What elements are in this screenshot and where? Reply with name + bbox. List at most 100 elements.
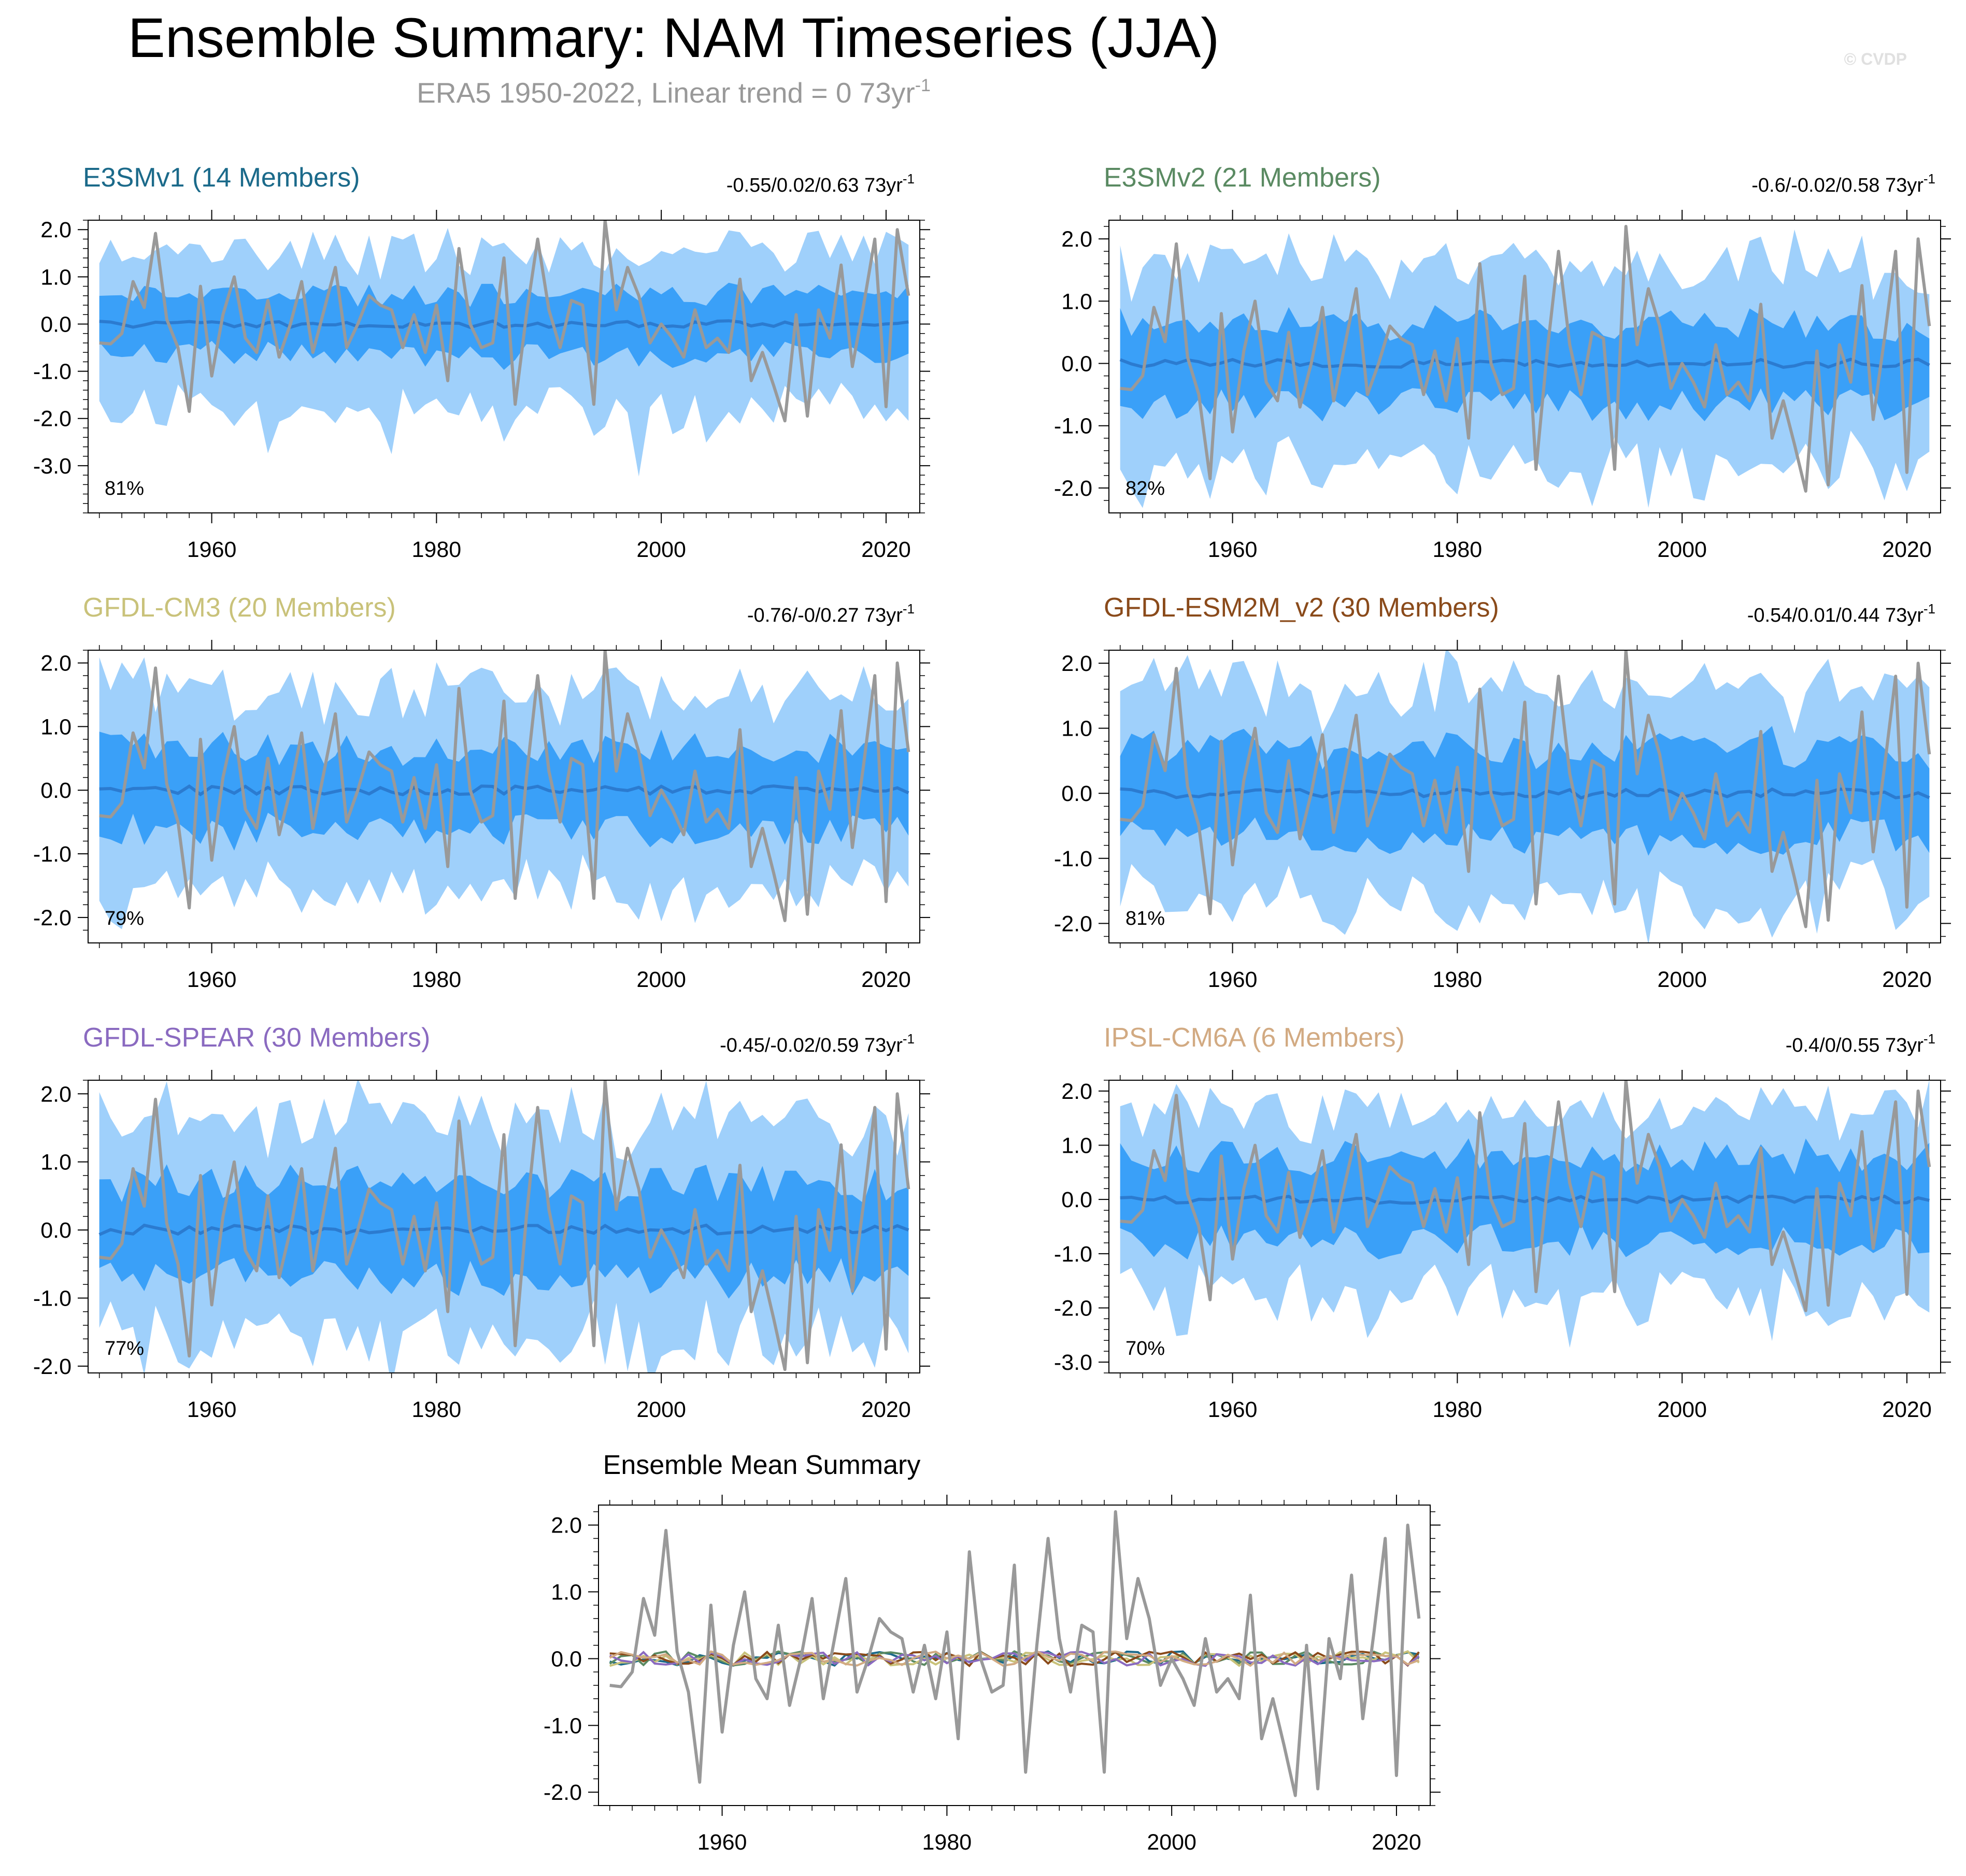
plot-area [99,650,910,929]
y-tick-label: 0.0 [1061,1187,1092,1212]
plot-area [609,1510,1421,1797]
y-tick-label: 0.0 [1061,351,1092,376]
x-tick-label: 2000 [1657,537,1707,562]
panel-title: GFDL-SPEAR (30 Members) [83,1023,430,1053]
y-tick-label: -1.0 [33,842,72,867]
y-tick-label: 0.0 [40,1218,72,1243]
ensemble-mean-series-line [609,1650,1419,1667]
x-tick-label: 1980 [412,967,462,992]
x-tick-label: 1980 [1433,967,1483,992]
panel-title: IPSL-CM6A (6 Members) [1104,1023,1405,1053]
x-tick-label: 1960 [187,967,237,992]
y-tick-label: -1.0 [1054,414,1092,439]
x-tick-label: 1960 [187,537,237,562]
observed-line [99,1080,910,1371]
x-tick-label: 1980 [412,537,462,562]
y-tick-label: 0.0 [40,778,72,803]
watermark: © CVDP [1844,50,1907,68]
y-tick-label: -1.0 [1054,847,1092,871]
y-tick-label: -1.0 [1054,1242,1092,1267]
x-tick-label: 2000 [1657,967,1707,992]
ensemble-mean-series-line [609,1651,1420,1667]
plot-area [1119,225,1931,508]
x-tick-label: 1960 [1208,1397,1258,1422]
x-tick-label: 2020 [1882,1397,1932,1422]
percent-label: 81% [1126,908,1165,929]
x-tick-label: 1980 [1433,1397,1483,1422]
y-tick-label: -1.0 [544,1713,582,1738]
y-tick-label: 2.0 [551,1513,582,1538]
percent-label: 82% [1126,478,1165,499]
x-tick-label: 2000 [1657,1397,1707,1422]
y-tick-label: -2.0 [544,1780,582,1805]
chart-panel: 2.0 1.0 0.0 -1.0 -2.0 1960 1980 2000 2020 GFDL-SP… [33,1023,930,1422]
mean-panel-title: Ensemble Mean Summary [603,1450,921,1480]
ensemble-mean-line [1120,787,1930,800]
plot-area [1120,650,1931,943]
x-tick-label: 2020 [861,967,911,992]
y-tick-label: -2.0 [33,906,72,930]
y-tick-label: -2.0 [1054,476,1092,501]
subtitle: ERA5 1950-2022, Linear trend = 0 73yr-1 [417,76,931,109]
y-tick-label: 1.0 [1061,289,1092,314]
trend-label: -0.4/0/0.55 73yr-1 [1786,1031,1935,1056]
y-tick-label: 2.0 [40,218,72,242]
y-tick-label: -3.0 [1054,1350,1092,1375]
trend-label: -0.6/-0.02/0.58 73yr-1 [1751,171,1935,196]
y-tick-label: 0.0 [551,1646,582,1671]
y-tick-label: 2.0 [40,651,72,676]
percent-label: 79% [105,908,144,929]
x-tick-label: 2000 [1147,1830,1196,1855]
y-tick-label: -2.0 [33,407,72,432]
x-tick-label: 2020 [1882,967,1932,992]
x-tick-label: 2000 [636,1397,686,1422]
x-tick-label: 1960 [697,1830,747,1855]
x-tick-label: 1960 [1208,967,1258,992]
panel-title: GFDL-ESM2M_v2 (30 Members) [1104,593,1499,623]
y-tick-label: 2.0 [1061,227,1092,252]
observed-line [99,220,910,423]
x-tick-label: 2020 [1882,537,1932,562]
percent-label: 81% [105,478,144,499]
trend-label: -0.45/-0.02/0.59 73yr-1 [720,1031,915,1056]
trend-label: -0.76/-0/0.27 73yr-1 [747,601,915,626]
chart-panel: 2.0 1.0 0.0 -1.0 -2.0 1960 1980 2000 2020 GFDL-ES… [1054,593,1951,992]
y-tick-label: -1.0 [33,1286,72,1311]
panels: 2.0 1.0 0.0 -1.0 -2.0 -3.0 1960 1980 2000 2020 E3S… [33,163,1951,1855]
ensemble-mean-line [98,1223,909,1236]
plot-area [98,1080,910,1373]
ensemble-mean-line [99,784,909,796]
inner-spread-band [1120,1138,1930,1259]
y-tick-label: 0.0 [40,312,72,337]
ensemble-mean-line [99,319,909,329]
y-tick-label: 2.0 [1061,651,1092,676]
y-tick-label: -3.0 [33,454,72,479]
ensemble-mean-line [1119,357,1930,369]
y-tick-label: 1.0 [40,265,72,290]
percent-label: 70% [1126,1338,1165,1359]
y-tick-label: 2.0 [40,1082,72,1107]
observed-line [1120,225,1931,493]
main-title: Ensemble Summary: NAM Timeseries (JJA) [128,6,1219,69]
chart-panel: 2.0 1.0 0.0 -1.0 -2.0 -3.0 1960 1980 2000 2020 E3S… [33,163,930,562]
y-tick-label: 1.0 [40,1150,72,1175]
x-tick-label: 1980 [922,1830,972,1855]
observed-line [609,1510,1421,1797]
panel-title: E3SMv2 (21 Members) [1104,163,1381,193]
plot-area [1120,1080,1931,1348]
ensemble-mean-line [1120,1194,1930,1205]
y-tick-label: 2.0 [1061,1079,1092,1104]
y-tick-label: -2.0 [33,1354,72,1379]
panel-title: E3SMv1 (14 Members) [83,163,360,193]
x-tick-label: 1980 [1433,537,1483,562]
y-tick-label: 1.0 [551,1580,582,1605]
y-tick-label: -1.0 [33,360,72,384]
percent-label: 77% [105,1338,144,1359]
x-tick-label: 2020 [1372,1830,1421,1855]
panel-title: GFDL-CM3 (20 Members) [83,593,396,623]
observed-line [1120,650,1931,928]
chart-panel: 2.0 1.0 0.0 -1.0 -2.0 1960 1980 2000 2020 Ensembl… [544,1450,1441,1855]
ensemble-mean-series-line [609,1650,1420,1668]
x-tick-label: 2000 [636,537,686,562]
